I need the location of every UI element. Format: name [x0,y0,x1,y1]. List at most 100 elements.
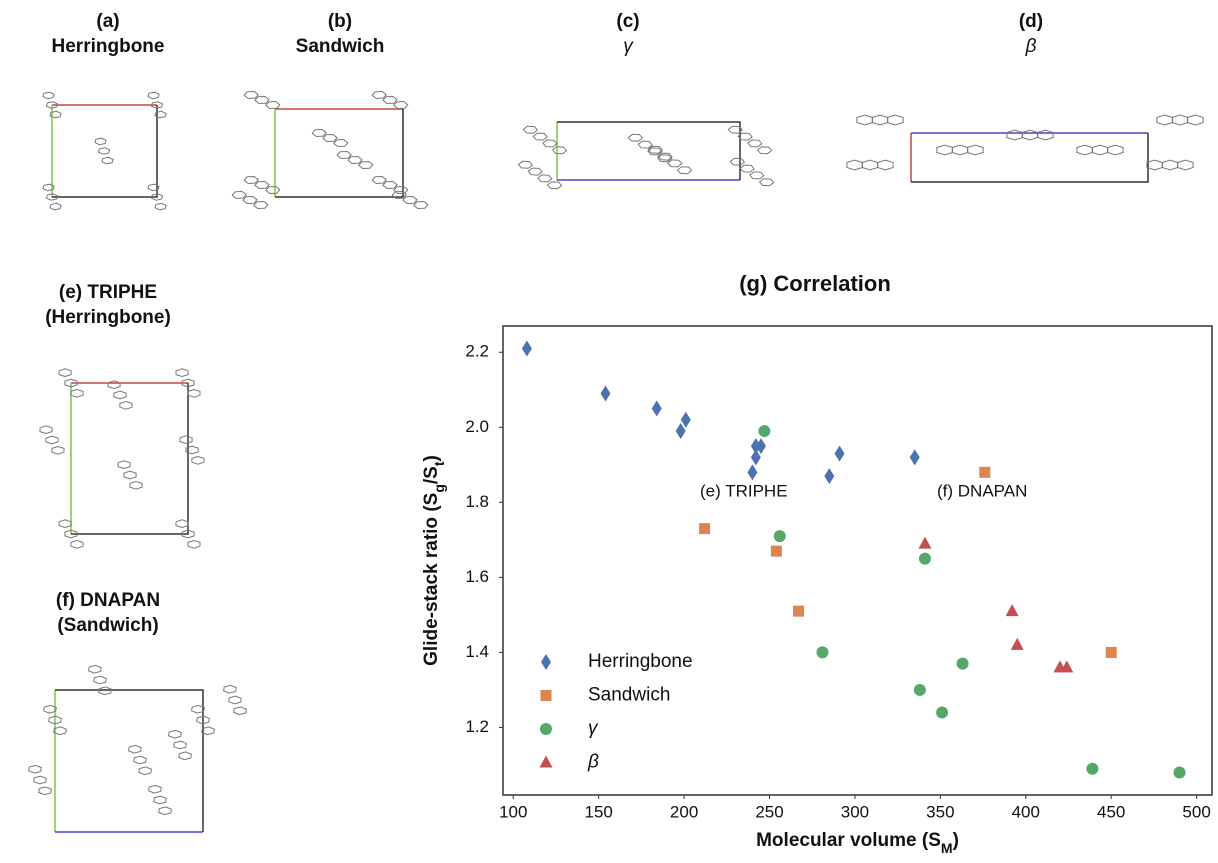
panel-name: Sandwich [296,36,385,57]
molecule-ring [48,715,62,725]
y-tick-label: 1.4 [465,642,489,661]
molecule-ring [43,704,57,714]
molecule-ring [1037,129,1054,141]
point [770,545,782,557]
y-axis-label-part: Glide-stack ratio (S [421,493,442,666]
molecule-ring [64,529,78,539]
plot: 100 150 200 250 300 350 400 450 500 1.2 1.4 1.6 1.8 2… [421,340,1211,856]
molecule-ring [739,164,755,173]
molecule-ring [861,159,879,171]
molecule-ring [1091,144,1109,156]
plot-frame [502,325,1213,796]
panel-name: γ [623,36,634,57]
molecule-ring [846,159,863,171]
molecule-ring [667,159,683,168]
molecule-ring [93,675,107,685]
molecule-ring [537,174,553,183]
panel-title: (e) TRIPHE [59,282,157,303]
molecule-ring [88,664,102,674]
molecule-ring [371,175,387,185]
point [816,646,829,659]
molecule-ring [254,180,270,190]
chart-title: (g) Correlation [739,271,891,296]
molecule-ring [45,193,59,201]
x-tick-label: 450 [1097,802,1125,821]
annotation: (e) TRIPHE [700,481,788,500]
point [824,468,835,485]
molecule-ring [154,202,167,211]
molecule-ring [393,185,409,195]
molecule-ring [647,147,663,156]
point [1005,604,1019,617]
x-tick-label: 500 [1182,802,1210,821]
cell-edge [557,121,741,180]
panel-subtitle: (Sandwich) [57,615,158,636]
molecule-ring [107,380,121,390]
molecule-ring [94,137,107,146]
point [909,449,920,466]
molecule-ring [150,101,164,109]
y-axis-label-part: t [431,461,447,466]
molecule-ring [147,91,160,100]
molecule-ring [223,684,237,694]
molecule-ring [42,91,55,100]
molecule-ring [347,155,363,165]
x-axis-label-part: M [941,840,953,856]
point [979,466,991,478]
molecule-ring [1107,144,1124,156]
molecule-ring [158,806,172,816]
molecule-ring [1171,114,1189,126]
molecule-ring [119,400,133,410]
molecule-ring [253,200,269,210]
molecule-ring [38,786,52,796]
molecule-ring [101,156,114,165]
molecule-ring [33,775,47,785]
molecule-ring [148,784,162,794]
panel-subtitle: (Herringbone) [45,307,171,328]
x-tick-label: 250 [755,802,783,821]
molecule-ring [45,435,59,445]
molecules [28,90,1204,816]
legend-marker [540,723,552,735]
molecule-ring [371,90,387,100]
molecule-ring [413,200,429,210]
legend-marker [540,690,552,701]
panel-letter: (c) [616,11,639,32]
molecule-ring [28,764,42,774]
point [834,445,845,462]
point [913,683,926,696]
molecule-ring [627,133,644,142]
molecule-ring [233,706,247,716]
molecule-ring [181,378,195,388]
x-tick-label: 300 [841,802,869,821]
y-tick-label: 2.0 [465,417,489,436]
molecule-ring [657,152,673,161]
x-axis-label: Molecular volume (SM) [756,830,959,856]
molecule-ring [333,138,349,148]
molecule-ring [168,729,182,739]
molecule-ring [70,388,84,398]
molecule-ring [1076,144,1093,156]
molecule-ring [49,202,62,211]
molecule-ring [242,195,258,205]
molecule-ring [637,140,653,149]
molecule-ring [877,159,894,171]
molecule-ring [113,390,127,400]
molecule-ring [42,183,55,192]
point [651,400,662,417]
x-axis-label-part: Molecular volume (S [756,830,941,851]
point [675,423,686,440]
point [1010,637,1024,650]
unit-cells [51,104,1149,833]
molecule-ring [749,171,765,180]
molecule-ring [58,519,72,529]
molecule-ring [97,147,111,155]
molecule-ring [201,726,215,736]
molecule-ring [322,133,338,143]
molecule-ring [70,539,84,549]
molecule-ring [175,368,189,378]
molecule-ring [517,160,534,169]
molecule-ring [187,539,201,549]
x-axis-label-part: ) [953,830,959,851]
